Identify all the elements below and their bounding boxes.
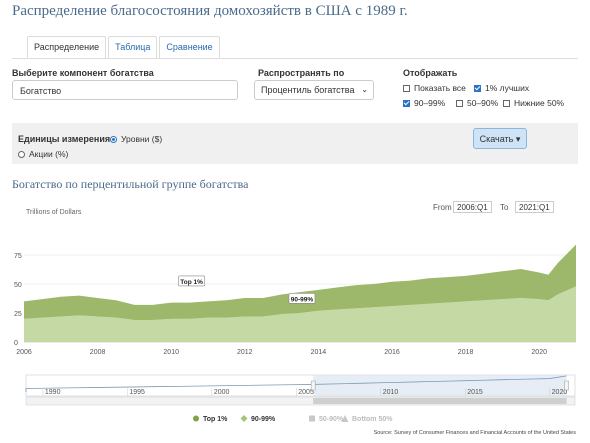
- component-label: Выберите компонент богатства: [12, 68, 154, 78]
- annotation-label: Top 1%: [180, 279, 203, 286]
- page-title: Распределение благосостояния домохозяйст…: [12, 3, 408, 19]
- area-series-1: [24, 244, 576, 320]
- checkbox-label: Показать все: [414, 83, 466, 93]
- download-label: Скачать: [479, 134, 514, 144]
- checkbox-bottom-50[interactable]: Нижние 50%: [503, 98, 564, 108]
- radio-label: Уровни ($): [121, 134, 163, 144]
- x-tick-label: 2014: [311, 349, 327, 356]
- spread-select-value: Процентиль богатства: [261, 85, 355, 95]
- view-tabs: Распределение Таблица Сравнение: [27, 36, 222, 58]
- radio-levels[interactable]: Уровни ($): [110, 134, 162, 144]
- legend-item-label: Bottom 50%: [352, 416, 393, 423]
- x-tick-label: 2018: [458, 349, 474, 356]
- radio-label: Акции (%): [29, 149, 69, 159]
- y-tick-label: 50: [14, 282, 22, 289]
- legend-marker-square: [309, 415, 315, 422]
- navigator-line: [25, 375, 567, 392]
- checkbox-label: Нижние 50%: [514, 98, 565, 108]
- download-button[interactable]: Скачать ▾: [473, 128, 527, 149]
- range-from-label: From: [433, 203, 452, 212]
- checkbox-50-90[interactable]: 50–90%: [456, 98, 498, 108]
- range-to-input[interactable]: 2021:Q1: [515, 201, 554, 213]
- x-tick-label: 2006: [16, 349, 32, 356]
- range-from-input[interactable]: 2006:Q1: [453, 201, 492, 213]
- checkbox-box: [403, 99, 410, 107]
- legend-marker-triangle: [341, 415, 349, 422]
- chart-title: Богатство по перцентильной группе богатс…: [12, 177, 249, 191]
- chevron-down-icon: ⌄: [361, 85, 368, 94]
- spread-select[interactable]: Процентиль богатства ⌄: [254, 80, 374, 100]
- navigator-scrollbar: [25, 396, 576, 406]
- legend-marker-diamond: [240, 415, 248, 422]
- navigator-selection: [313, 375, 567, 396]
- display-label: Отображать: [403, 68, 458, 78]
- checkbox-label: 1% лучших: [485, 83, 530, 93]
- navigator-tick-label: 2020: [552, 389, 568, 396]
- navigator-tick-label: 2005: [298, 389, 314, 396]
- legend-item-label: 50-90%: [319, 416, 344, 423]
- source-note: Source: Survey of Consumer Finances and …: [373, 430, 576, 436]
- x-tick-label: 2012: [237, 349, 253, 356]
- x-tick-label: 2010: [163, 349, 179, 356]
- y-tick-label: 0: [14, 340, 18, 347]
- checkbox-top-1[interactable]: 1% лучших: [474, 83, 529, 93]
- x-tick-label: 2008: [90, 349, 106, 356]
- checkbox-90-99[interactable]: 90–99%: [403, 98, 445, 108]
- radio-shares[interactable]: Акции (%): [18, 149, 68, 159]
- radio-dot: [110, 135, 117, 143]
- navigator-handle-left: [310, 380, 316, 391]
- checkbox-box: [403, 84, 410, 92]
- annotation-box: [288, 292, 316, 304]
- checkbox-show-all[interactable]: Показать все: [403, 83, 466, 93]
- component-input[interactable]: Богатство: [12, 80, 238, 100]
- navigator-tick-label: 1995: [129, 389, 145, 396]
- navigator-tick-label: 1990: [45, 389, 61, 396]
- x-tick-label: 2020: [531, 349, 547, 356]
- legend-item-label: Top 1%: [203, 416, 228, 423]
- y-tick-label: 25: [14, 311, 22, 318]
- tab-table[interactable]: Таблица: [108, 36, 158, 58]
- tab-comparison[interactable]: Сравнение: [159, 36, 220, 58]
- checkbox-box: [474, 84, 481, 92]
- checkbox-box: [456, 99, 463, 107]
- checkbox-label: 90–99%: [414, 98, 446, 108]
- annotation-box: [178, 275, 205, 287]
- spread-label: Распространять по: [258, 68, 345, 78]
- checkbox-label: 50–90%: [467, 98, 499, 108]
- units-label: Единицы измерения: [18, 134, 111, 144]
- radio-dot: [18, 150, 25, 158]
- legend-item-label: 90-99%: [251, 416, 276, 423]
- area-series-0: [24, 286, 576, 342]
- checkbox-box: [503, 99, 510, 107]
- caret-down-icon: ▾: [515, 134, 521, 144]
- navigator-tick-label: 2010: [383, 389, 399, 396]
- range-to-label: To: [500, 203, 509, 212]
- navigator-handle-right: [564, 380, 569, 391]
- x-tick-label: 2016: [384, 349, 400, 356]
- navigator-tick-label: 2015: [467, 389, 483, 396]
- legend-marker-circle: [193, 415, 199, 422]
- tab-divider: [12, 58, 578, 59]
- y-tick-label: 75: [14, 253, 22, 260]
- y-axis-title: Trillions of Dollars: [26, 209, 82, 216]
- navigator-tick-label: 2000: [214, 389, 230, 396]
- annotation-label: 90-99%: [291, 296, 314, 303]
- navigator-scrollbar-thumb: [313, 398, 567, 404]
- tab-distribution[interactable]: Распределение: [27, 36, 107, 58]
